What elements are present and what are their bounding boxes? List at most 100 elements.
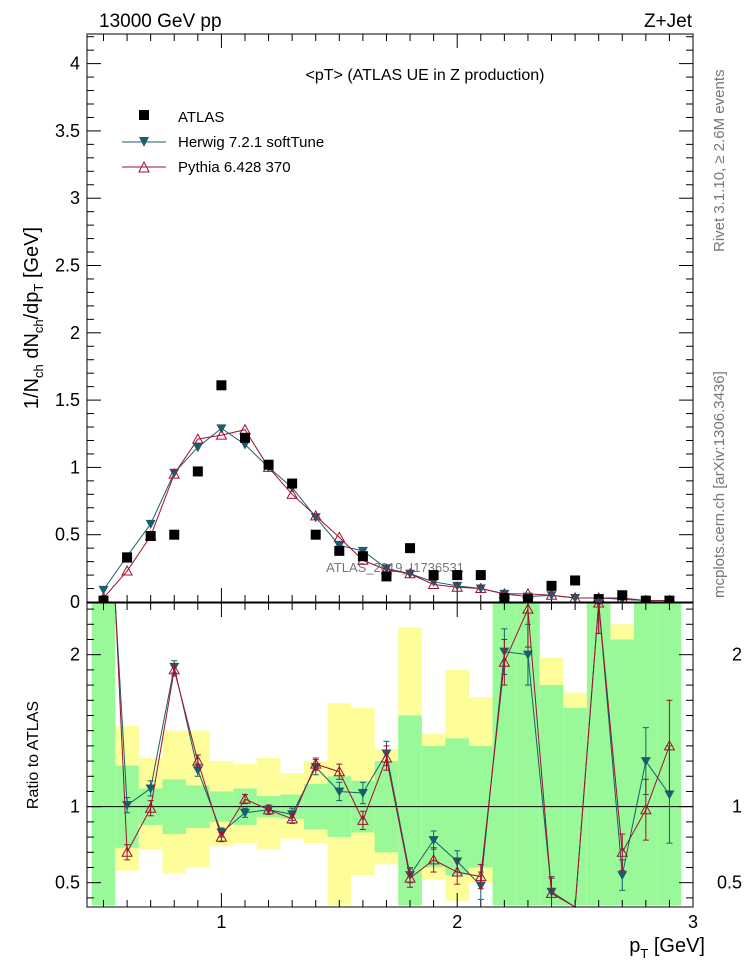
x-axis-label: pT [GeV]	[629, 935, 705, 961]
main-y-tick-label: 0	[70, 592, 80, 612]
pythia-ratio-point	[522, 603, 534, 614]
atlas-point	[570, 575, 581, 586]
legend-atlas-label: ATLAS	[178, 109, 224, 126]
pythia-ratio-point	[121, 846, 133, 857]
pythia-point	[404, 567, 416, 579]
herwig-ratio-point	[522, 650, 533, 660]
atlas-point	[357, 551, 368, 562]
main-y-tick-label: 3	[70, 188, 80, 208]
pythia-ratio-point	[144, 802, 157, 813]
pythia-ratio-point	[498, 656, 511, 667]
x-tick-label: 2	[452, 912, 462, 932]
main-plot-panel: 0 0.5 1 1.5 2 2.5 3 3.5 4 <pT> (ATLAS UE in Z pr…	[21, 33, 694, 612]
atlas-point	[287, 478, 298, 489]
pythia-ratio-point	[168, 663, 181, 675]
legend-herwig-label: Herwig 7.2.1 softTune	[178, 134, 324, 151]
atlas-point	[664, 595, 675, 606]
main-y-axis-label: 1/Nch dNch/dpT [GeV]	[21, 227, 46, 409]
main-y-tick-label: 1	[70, 457, 80, 477]
pythia-ratio-point	[286, 812, 298, 824]
herwig-point	[216, 424, 227, 434]
pythia-point	[191, 433, 204, 444]
herwig-ratio-point	[664, 790, 675, 800]
pythia-ratio-point	[262, 803, 275, 815]
mcplots-label: mcplots.cern.ch [arXiv:1306.3436]	[711, 371, 728, 598]
herwig-point	[169, 468, 180, 478]
pythia-ratio-point	[404, 872, 416, 883]
pythia-ratio-point	[474, 870, 487, 882]
pythia-ratio-point	[639, 803, 652, 815]
atlas-point	[98, 595, 109, 606]
atlas-point	[216, 380, 227, 391]
pythia-point	[333, 531, 346, 542]
pythia-ratio-point	[427, 853, 440, 865]
herwig-ratio-point	[357, 789, 368, 798]
atlas-point	[499, 592, 510, 603]
ratio-y-tick-label-right: 2	[732, 645, 742, 665]
main-y-tick-label: 2	[70, 323, 80, 343]
pythia-point	[286, 488, 298, 499]
main-y-tick-label: 2.5	[55, 256, 80, 276]
atlas-point	[122, 552, 133, 563]
green-band-bin	[398, 715, 422, 906]
legend-pythia-marker	[138, 160, 150, 173]
main-plot-title: <pT> (ATLAS UE in Z production)	[306, 67, 545, 84]
ratio-y-tick-label: 1	[70, 797, 80, 817]
atlas-point	[522, 594, 533, 605]
main-y-tick-label: 0.5	[55, 525, 80, 545]
pythia-ratio-point	[380, 752, 393, 763]
herwig-point	[98, 585, 109, 595]
pythia-ratio-point	[191, 755, 204, 766]
atlas-point	[405, 543, 416, 554]
main-markers	[97, 380, 676, 606]
pythia-ratio-point	[451, 866, 464, 877]
atlas-point	[546, 580, 557, 591]
legend-herwig-marker	[139, 137, 149, 147]
ratio-y-tick-labels: 0.5 0.5 1 1 2 2	[55, 645, 742, 893]
pythia-point	[121, 565, 133, 576]
ratio-plot-panel: 0.5 0.5 1 1 2 2 1 2 3 Ratio to ATLAS pT [GeV]	[25, 596, 742, 961]
herwig-ratio-point	[239, 808, 250, 818]
pythia-ratio-point	[333, 765, 346, 777]
pythia-ratio-point	[663, 739, 676, 751]
herwig-point	[452, 581, 463, 591]
herwig-point	[570, 593, 581, 603]
herwig-ratio-point	[334, 787, 345, 797]
legend: ATLAS Herwig 7.2.1 softTune Pythia 6.428…	[122, 109, 324, 176]
herwig-ratio-point	[640, 757, 651, 767]
pythia-point	[309, 509, 322, 521]
legend-pythia-label: Pythia 6.428 370	[178, 159, 291, 176]
ratio-y-tick-label: 2	[70, 645, 80, 665]
atlas-point	[145, 531, 156, 542]
atlas-point	[452, 570, 463, 581]
atlas-point	[428, 570, 439, 581]
x-tick-label: 1	[216, 912, 226, 932]
green-band-bin	[610, 639, 635, 906]
pythia-ratio-point	[239, 793, 251, 804]
ratio-plot-frame	[86, 602, 694, 908]
atlas-point	[310, 529, 321, 540]
analysis-watermark: ATLAS_2019_I1736531	[326, 560, 464, 575]
pythia-ratio-point	[309, 758, 322, 769]
green-band-bin	[91, 603, 116, 906]
herwig-point	[145, 519, 156, 529]
main-plot-frame	[86, 33, 694, 603]
pythia-point	[451, 581, 464, 592]
herwig-point	[381, 564, 392, 574]
ratio-y-tick-label-right: 0.5	[717, 873, 742, 893]
atlas-point	[640, 595, 651, 606]
atlas-point	[475, 570, 486, 581]
main-y-tick-label: 3.5	[55, 121, 80, 141]
herwig-point	[475, 584, 486, 594]
ratio-y-tick-label-right: 1	[732, 797, 742, 817]
pythia-ratio-point	[616, 846, 629, 857]
legend-atlas-marker	[139, 110, 149, 120]
atlas-point	[617, 590, 628, 601]
rivet-version-label: Rivet 3.1.10, ≥ 2.6M events	[711, 70, 728, 253]
herwig-point	[192, 443, 203, 453]
pythia-point	[545, 589, 558, 600]
pythia-ratio-point	[215, 831, 228, 842]
herwig-point	[546, 591, 557, 601]
header-energy-label: 13000 GeV pp	[99, 11, 222, 32]
green-band-bin	[492, 603, 517, 906]
